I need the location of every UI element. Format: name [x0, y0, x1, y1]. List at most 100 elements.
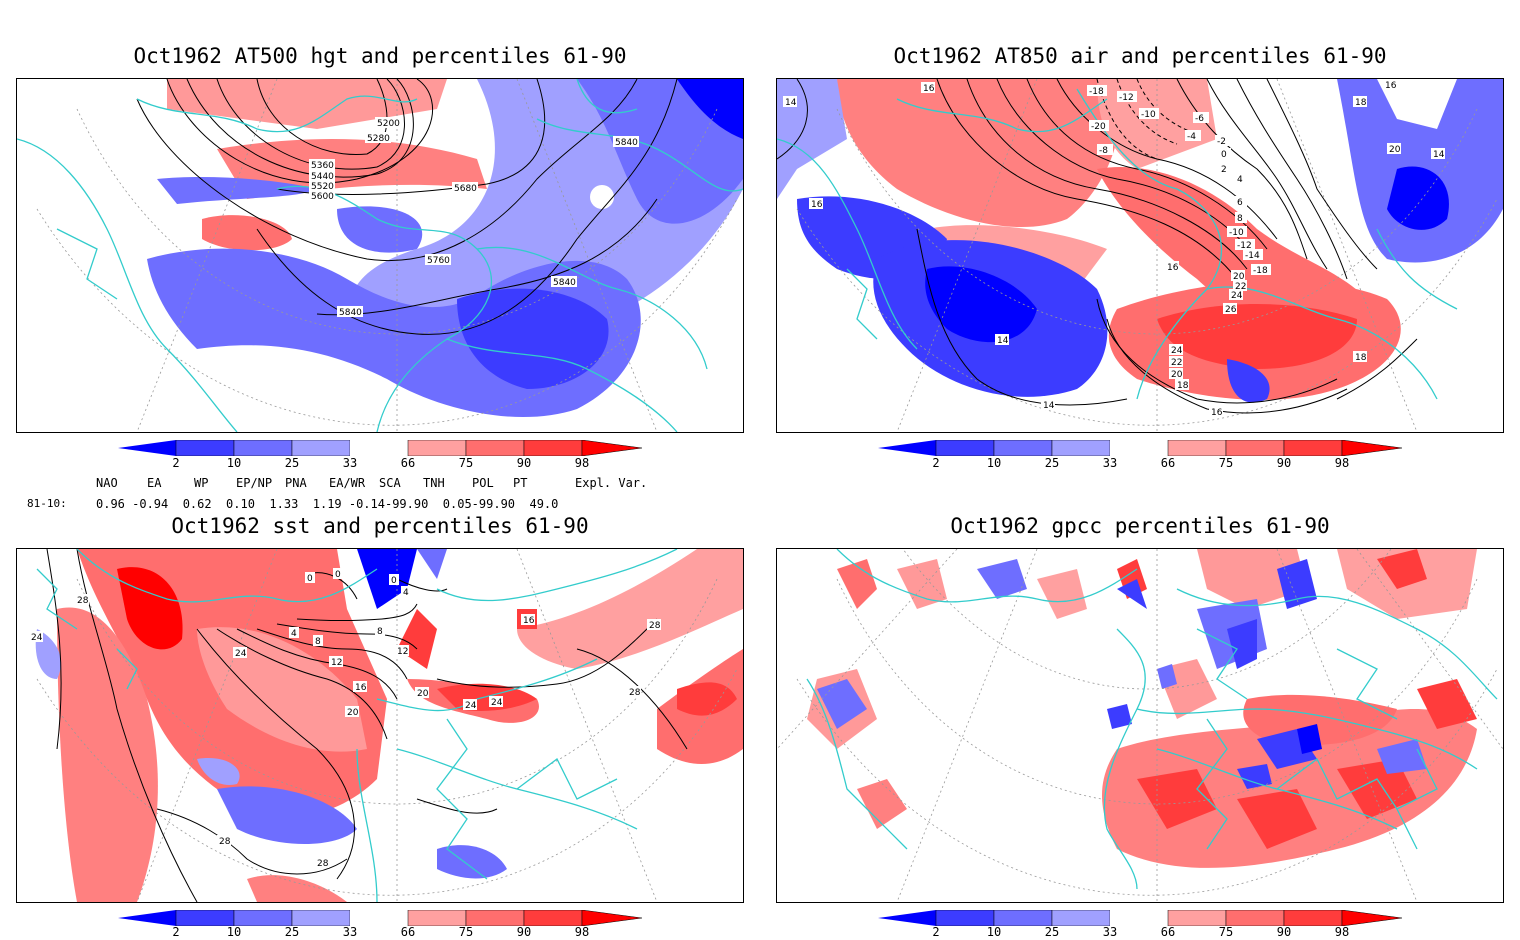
svg-text:28: 28 [317, 859, 329, 869]
colorbar-hgt500: 2 10 25 33 66 75 90 98 [118, 439, 643, 470]
contour-label: -6 [1193, 112, 1209, 124]
svg-text:16: 16 [355, 683, 367, 693]
colorbar-tick: 25 [284, 925, 300, 939]
colorbar-tick: 66 [1160, 456, 1176, 470]
contour-label: 5840 [337, 306, 363, 318]
svg-text:14: 14 [1433, 150, 1445, 160]
contour-label: 6 [1235, 196, 1247, 208]
index-header-pol: POL [472, 476, 494, 490]
svg-text:16: 16 [1211, 408, 1223, 418]
colorbar-tick: 33 [1102, 925, 1118, 939]
svg-text:14: 14 [997, 336, 1009, 346]
contour-label: 0 [333, 568, 343, 580]
colorbar-tick: 90 [1276, 456, 1292, 470]
svg-text:5840: 5840 [553, 278, 576, 288]
contour-label: 16 [521, 614, 535, 626]
svg-text:20: 20 [1389, 145, 1401, 155]
colorbar-gpcc: 2 10 25 33 66 75 90 98 [878, 909, 1403, 939]
colorbar-tick: 2 [932, 925, 940, 939]
colorbar-tick: 90 [516, 925, 532, 939]
svg-text:-2: -2 [1217, 137, 1226, 147]
colorbar-tick: 25 [1044, 925, 1060, 939]
contour-label: 0 [389, 574, 399, 586]
svg-text:24: 24 [1171, 346, 1183, 356]
svg-text:-8: -8 [1099, 146, 1108, 156]
index-header-pt: PT [513, 476, 528, 490]
contour-label: 5840 [613, 136, 639, 148]
contour-label: 24 [489, 696, 503, 708]
contour-label: -8 [1097, 144, 1113, 156]
colorbar-air850: 2 10 25 33 66 75 90 98 [878, 439, 1403, 470]
colorbar-tick: 75 [1218, 925, 1234, 939]
contour-label: 4 [401, 586, 411, 598]
svg-text:16: 16 [811, 200, 823, 210]
contour-label: 18 [1353, 351, 1367, 363]
svg-text:-20: -20 [1091, 122, 1106, 132]
colorbar-tick: 25 [284, 456, 300, 470]
colorbar-tick: 98 [1334, 456, 1350, 470]
svg-text:16: 16 [1167, 263, 1179, 273]
contour-label: 12 [395, 645, 409, 657]
contour-label: 5280 [365, 132, 391, 144]
map-panel-air850: 16 14 16 16 18 -18 -12 -10 -20 -6 -8 -4 … [776, 78, 1504, 433]
svg-text:18: 18 [1355, 98, 1367, 108]
colorbar-tick: 98 [1334, 925, 1350, 939]
svg-text:5680: 5680 [454, 184, 477, 194]
panel-title-hgt500: Oct1962 AT500 hgt and percentiles 61-90 [133, 44, 627, 68]
colorbar-tick: 98 [574, 456, 590, 470]
svg-text:18: 18 [1177, 381, 1189, 391]
colorbar-tick: 10 [986, 456, 1002, 470]
colorbar-tick: 90 [1276, 925, 1292, 939]
contour-label: 8 [375, 625, 385, 637]
colorbar-tick: 75 [458, 456, 474, 470]
colorbar-tick: 10 [226, 456, 242, 470]
colorbar-tick: 90 [516, 456, 532, 470]
colorbar-tick: 33 [342, 456, 358, 470]
contour-label: 14 [995, 334, 1009, 346]
colorbar-tick: 10 [226, 925, 242, 939]
index-header-epnp: EP/NP [236, 476, 273, 490]
contour-label: 5840 [551, 276, 577, 288]
svg-text:-18: -18 [1089, 87, 1104, 97]
contour-label: 18 [1353, 96, 1367, 108]
contour-label: 4 [289, 627, 299, 639]
contour-label: 16 [1383, 79, 1397, 91]
svg-text:5360: 5360 [311, 161, 334, 171]
contour-label: 5760 [425, 254, 451, 266]
panel-title-gpcc: Oct1962 gpcc percentiles 61-90 [950, 514, 1330, 538]
svg-text:22: 22 [1235, 282, 1246, 292]
contour-label: 14 [783, 96, 797, 108]
index-header-wp: WP [194, 476, 209, 490]
svg-text:14: 14 [1043, 401, 1055, 411]
svg-text:5440: 5440 [311, 172, 334, 182]
contour-label: 20 [1387, 143, 1401, 155]
svg-text:5600: 5600 [311, 192, 334, 202]
contour-label: -10 [1227, 226, 1247, 238]
contour-label: 22 [1169, 356, 1183, 368]
svg-text:5840: 5840 [615, 138, 638, 148]
svg-text:-10: -10 [1229, 228, 1244, 238]
contour-label: 18 [1175, 379, 1189, 391]
svg-text:16: 16 [1385, 81, 1397, 91]
contour-label: 5600 [309, 190, 335, 202]
svg-text:-4: -4 [1187, 132, 1196, 142]
index-row-label: 81-10: [27, 497, 67, 510]
contour-label: 14 [1041, 399, 1055, 411]
svg-text:28: 28 [219, 837, 231, 847]
index-header-tnh: TNH [423, 476, 445, 490]
contour-label: 24 [233, 647, 247, 659]
svg-text:22: 22 [1171, 358, 1182, 368]
svg-text:20: 20 [1171, 370, 1183, 380]
svg-text:4: 4 [291, 629, 297, 639]
contour-label: 16 [353, 681, 367, 693]
svg-text:-6: -6 [1195, 114, 1204, 124]
contour-label: 24 [1169, 344, 1183, 356]
svg-text:5760: 5760 [427, 256, 450, 266]
contour-label: 20 [1231, 270, 1245, 282]
colorbar-tick: 2 [932, 456, 940, 470]
svg-text:24: 24 [491, 698, 503, 708]
index-header-expl-var: Expl. Var. [575, 476, 648, 490]
map-panel-sst: 28 24 0 0 0 4 4 8 8 12 12 16 16 20 20 24… [16, 548, 744, 903]
svg-text:28: 28 [629, 688, 641, 698]
colorbar-tick: 2 [172, 925, 180, 939]
